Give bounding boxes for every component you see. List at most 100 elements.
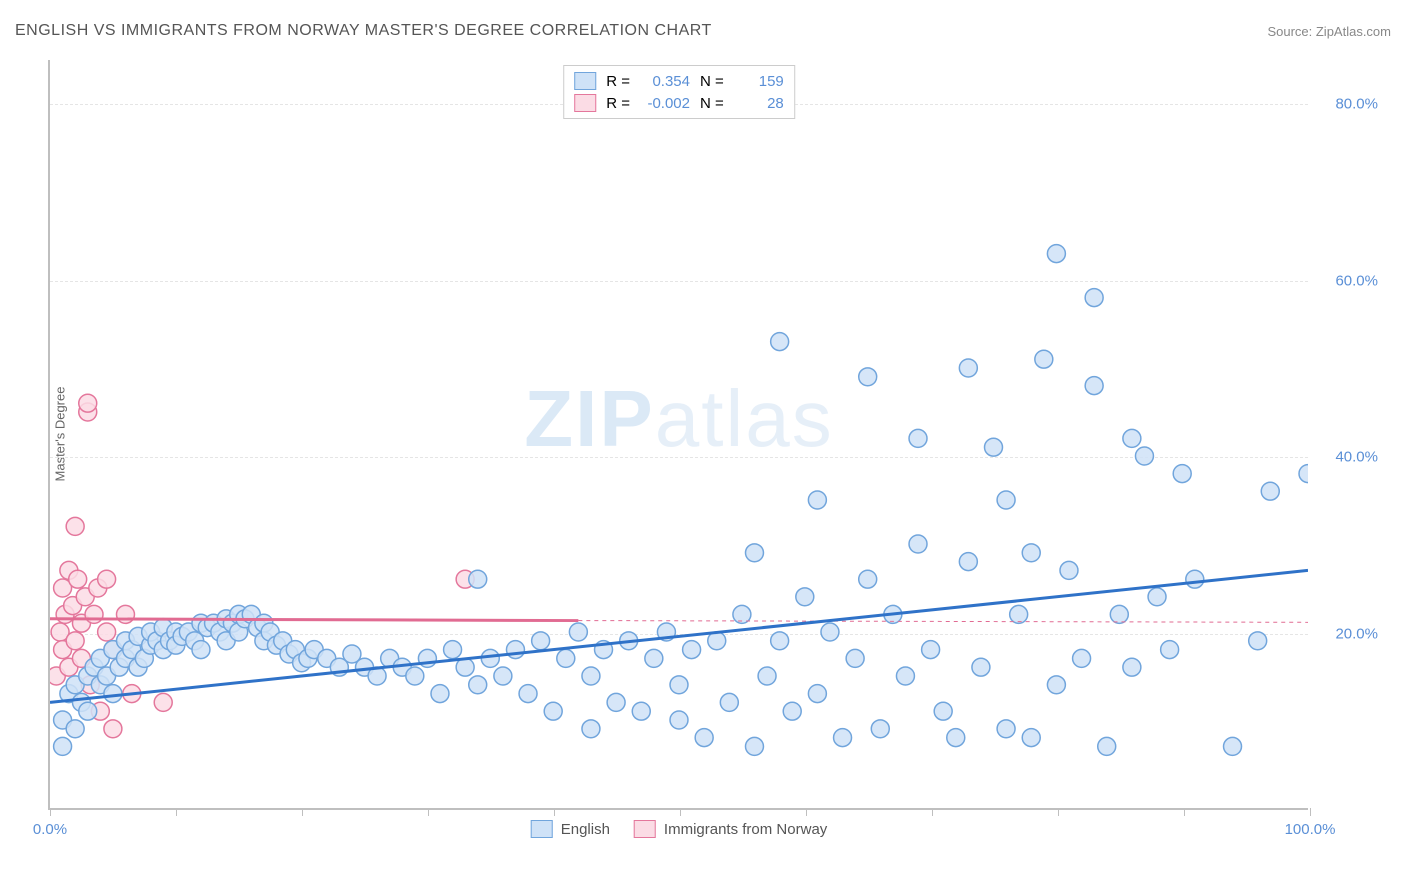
legend-swatch-english: [574, 72, 596, 90]
data-point: [1123, 658, 1141, 676]
data-point: [444, 641, 462, 659]
data-point: [947, 729, 965, 747]
data-point: [1047, 676, 1065, 694]
data-point: [922, 641, 940, 659]
data-point: [1249, 632, 1267, 650]
data-point: [79, 394, 97, 412]
data-point: [1085, 289, 1103, 307]
data-point: [469, 676, 487, 694]
data-point: [745, 544, 763, 562]
data-point: [1123, 429, 1141, 447]
title-bar: ENGLISH VS IMMIGRANTS FROM NORWAY MASTER…: [15, 22, 1391, 40]
data-point: [758, 667, 776, 685]
legend-label-english: English: [561, 821, 610, 838]
legend-item-english: English: [531, 820, 610, 838]
data-point: [771, 333, 789, 351]
data-point: [66, 632, 84, 650]
data-point: [519, 685, 537, 703]
data-point: [859, 368, 877, 386]
x-tick: [554, 808, 555, 816]
legend-correlation-box: R = 0.354 N = 159 R = -0.002 N = 28: [563, 65, 795, 119]
y-tick-label: 40.0%: [1318, 449, 1378, 466]
data-point: [582, 667, 600, 685]
x-tick: [932, 808, 933, 816]
x-tick: [1310, 808, 1311, 816]
x-tick: [176, 808, 177, 816]
data-point: [1261, 482, 1279, 500]
data-point: [645, 649, 663, 667]
data-point: [66, 517, 84, 535]
r-value-norway: -0.002: [640, 95, 690, 112]
x-tick: [50, 808, 51, 816]
data-point: [1135, 447, 1153, 465]
data-point: [104, 685, 122, 703]
data-point: [582, 720, 600, 738]
y-tick-label: 80.0%: [1318, 96, 1378, 113]
data-point: [997, 720, 1015, 738]
data-point: [1085, 377, 1103, 395]
x-tick: [806, 808, 807, 816]
legend-swatch-norway: [574, 94, 596, 112]
data-point: [469, 570, 487, 588]
data-point: [116, 605, 134, 623]
data-point: [1110, 605, 1128, 623]
x-tick: [1184, 808, 1185, 816]
data-point: [406, 667, 424, 685]
data-point: [54, 737, 72, 755]
x-tick: [1058, 808, 1059, 816]
data-point: [771, 632, 789, 650]
data-point: [1148, 588, 1166, 606]
n-value-english: 159: [734, 73, 784, 90]
data-point: [745, 737, 763, 755]
data-point: [481, 649, 499, 667]
data-point: [808, 491, 826, 509]
data-point: [85, 605, 103, 623]
data-point: [1010, 605, 1028, 623]
data-point: [683, 641, 701, 659]
data-point: [98, 570, 116, 588]
x-tick-label: 100.0%: [1285, 821, 1336, 838]
legend-swatch-norway: [634, 820, 656, 838]
data-point: [695, 729, 713, 747]
r-value-english: 0.354: [640, 73, 690, 90]
data-point: [972, 658, 990, 676]
data-point: [783, 702, 801, 720]
data-point: [670, 676, 688, 694]
data-point: [632, 702, 650, 720]
legend-label-norway: Immigrants from Norway: [664, 821, 827, 838]
data-point: [1022, 544, 1040, 562]
data-point: [896, 667, 914, 685]
data-point: [1098, 737, 1116, 755]
data-point: [1035, 350, 1053, 368]
data-point: [98, 623, 116, 641]
data-point: [997, 491, 1015, 509]
data-point: [670, 711, 688, 729]
y-tick-label: 60.0%: [1318, 272, 1378, 289]
data-point: [808, 685, 826, 703]
data-point: [506, 641, 524, 659]
data-point: [569, 623, 587, 641]
data-point: [1022, 729, 1040, 747]
y-tick-label: 20.0%: [1318, 625, 1378, 642]
data-point: [1047, 245, 1065, 263]
trend-line: [50, 619, 578, 621]
data-point: [192, 641, 210, 659]
source-label: Source: ZipAtlas.com: [1267, 24, 1391, 39]
data-point: [1186, 570, 1204, 588]
x-tick: [680, 808, 681, 816]
data-point: [66, 720, 84, 738]
data-point: [909, 429, 927, 447]
n-value-norway: 28: [734, 95, 784, 112]
data-point: [859, 570, 877, 588]
data-point: [494, 667, 512, 685]
legend-row-english: R = 0.354 N = 159: [574, 70, 784, 92]
x-tick: [302, 808, 303, 816]
data-point: [1224, 737, 1242, 755]
chart-title: ENGLISH VS IMMIGRANTS FROM NORWAY MASTER…: [15, 22, 712, 40]
data-point: [959, 359, 977, 377]
legend-series: English Immigrants from Norway: [531, 820, 828, 838]
data-point: [154, 693, 172, 711]
data-point: [720, 693, 738, 711]
data-point: [985, 438, 1003, 456]
data-point: [1161, 641, 1179, 659]
